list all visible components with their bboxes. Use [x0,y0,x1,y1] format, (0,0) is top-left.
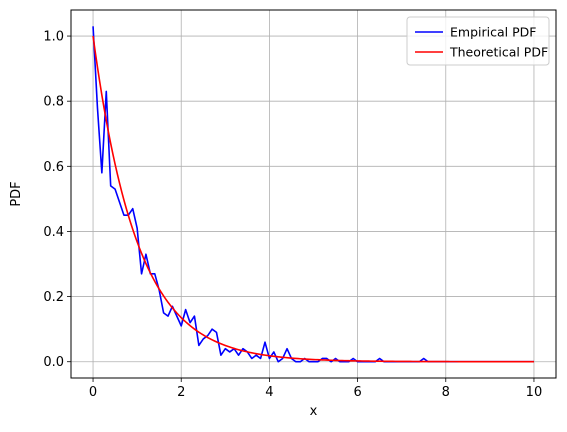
series-line-theoretical [92,35,534,363]
plot-frame [70,9,557,379]
x-tick-label: 10 [526,385,543,400]
series-layer [92,26,534,363]
x-axis-label: x [310,404,318,419]
x-tick-label: 4 [265,385,273,400]
y-tick-label: 0.4 [43,225,64,240]
ticks: 0 2 4 6 8 10 0.0 0.2 0.4 0.6 0.8 1.0 [43,30,542,400]
series-line-empirical [92,26,534,363]
y-tick-label: 0.2 [43,290,64,305]
y-axis-label: PDF [9,181,24,206]
legend: Empirical PDF Theoretical PDF [406,16,550,66]
x-tick-label: 2 [177,385,185,400]
y-tick-label: 0.6 [43,160,64,175]
x-tick-label: 8 [442,385,450,400]
legend-label-theoretical: Theoretical PDF [449,45,548,60]
y-tick-label: 0.0 [43,355,64,370]
x-tick-label: 0 [89,385,97,400]
x-tick-label: 6 [353,385,361,400]
grid [71,10,556,378]
y-tick-label: 0.8 [43,95,64,110]
legend-box [406,16,550,66]
legend-label-empirical: Empirical PDF [450,25,536,40]
y-tick-label: 1.0 [43,30,64,45]
